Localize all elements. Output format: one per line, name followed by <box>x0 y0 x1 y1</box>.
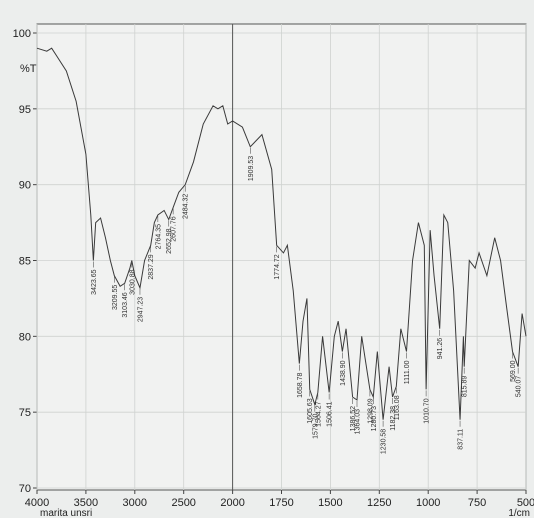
spectrum-line <box>36 47 527 420</box>
x-tick-label: 1500 <box>318 497 342 509</box>
y-axis-label: %T <box>20 63 37 75</box>
x-tick-label: 4000 <box>25 497 49 509</box>
peak-label: 941.26 <box>437 338 444 360</box>
x-unit: 1/cm <box>508 508 530 518</box>
x-tick-label: 750 <box>468 497 486 509</box>
peak-label: 1909.53 <box>248 156 255 181</box>
peak-label: 1280.73 <box>371 406 378 431</box>
peak-label: 3423.65 <box>91 269 98 294</box>
peak-label: 2837.29 <box>148 254 155 279</box>
peak-label: 1298.09 <box>367 398 374 423</box>
peak-label: 1364.03 <box>355 409 362 434</box>
footer: marita unsri <box>40 508 92 518</box>
peak-label: 2764.35 <box>155 224 162 249</box>
peak-label: 2607.76 <box>171 216 178 241</box>
peak-label: 3030.88 <box>129 269 136 294</box>
peak-label: 569.00 <box>510 360 517 382</box>
peak-label: 1564.27 <box>315 401 322 426</box>
x-tick-label: 3500 <box>74 497 98 509</box>
peak-label: 2484.32 <box>183 194 190 219</box>
y-tick-label: 70 <box>19 483 31 495</box>
peak-label: 1438.90 <box>340 360 347 385</box>
x-tick-label: 500 <box>517 497 534 509</box>
peak-label: 1579.70 <box>312 414 319 439</box>
peak-label: 815.89 <box>462 376 469 398</box>
x-tick-label: 3000 <box>123 497 147 509</box>
x-tick-label: 1250 <box>367 497 391 509</box>
y-tick-label: 100 <box>13 28 31 40</box>
y-tick-label: 80 <box>19 331 31 343</box>
y-tick-label: 75 <box>19 407 31 419</box>
y-tick-label: 85 <box>19 256 31 268</box>
x-tick-label: 2000 <box>220 497 244 509</box>
peak-label: 1230.58 <box>381 429 388 454</box>
peak-label: 1774.72 <box>274 254 281 279</box>
peak-label: 1658.78 <box>297 373 304 398</box>
peak-label: 3103.46 <box>122 292 129 317</box>
peak-label: 1163.08 <box>394 395 401 420</box>
peak-label: 1386.52 <box>350 406 357 431</box>
x-tick-label: 1000 <box>416 497 440 509</box>
peak-label: 1506.41 <box>327 401 334 426</box>
y-tick-label: 95 <box>19 104 31 116</box>
peak-label: 1182.38 <box>390 406 397 431</box>
peak-label: 1010.70 <box>424 398 431 423</box>
peak-label: 2947.23 <box>138 297 145 322</box>
x-tick-label: 1750 <box>269 497 293 509</box>
peak-label: 2652.98 <box>166 228 173 253</box>
y-tick-label: 90 <box>19 180 31 192</box>
peak-label: 3209.55 <box>112 285 119 310</box>
peak-label: 540.07 <box>516 376 523 398</box>
x-tick-label: 2500 <box>171 497 195 509</box>
peak-label: 1605.63 <box>307 398 314 423</box>
peak-label: 837.11 <box>458 429 465 450</box>
peak-label: 1111.00 <box>404 360 411 384</box>
